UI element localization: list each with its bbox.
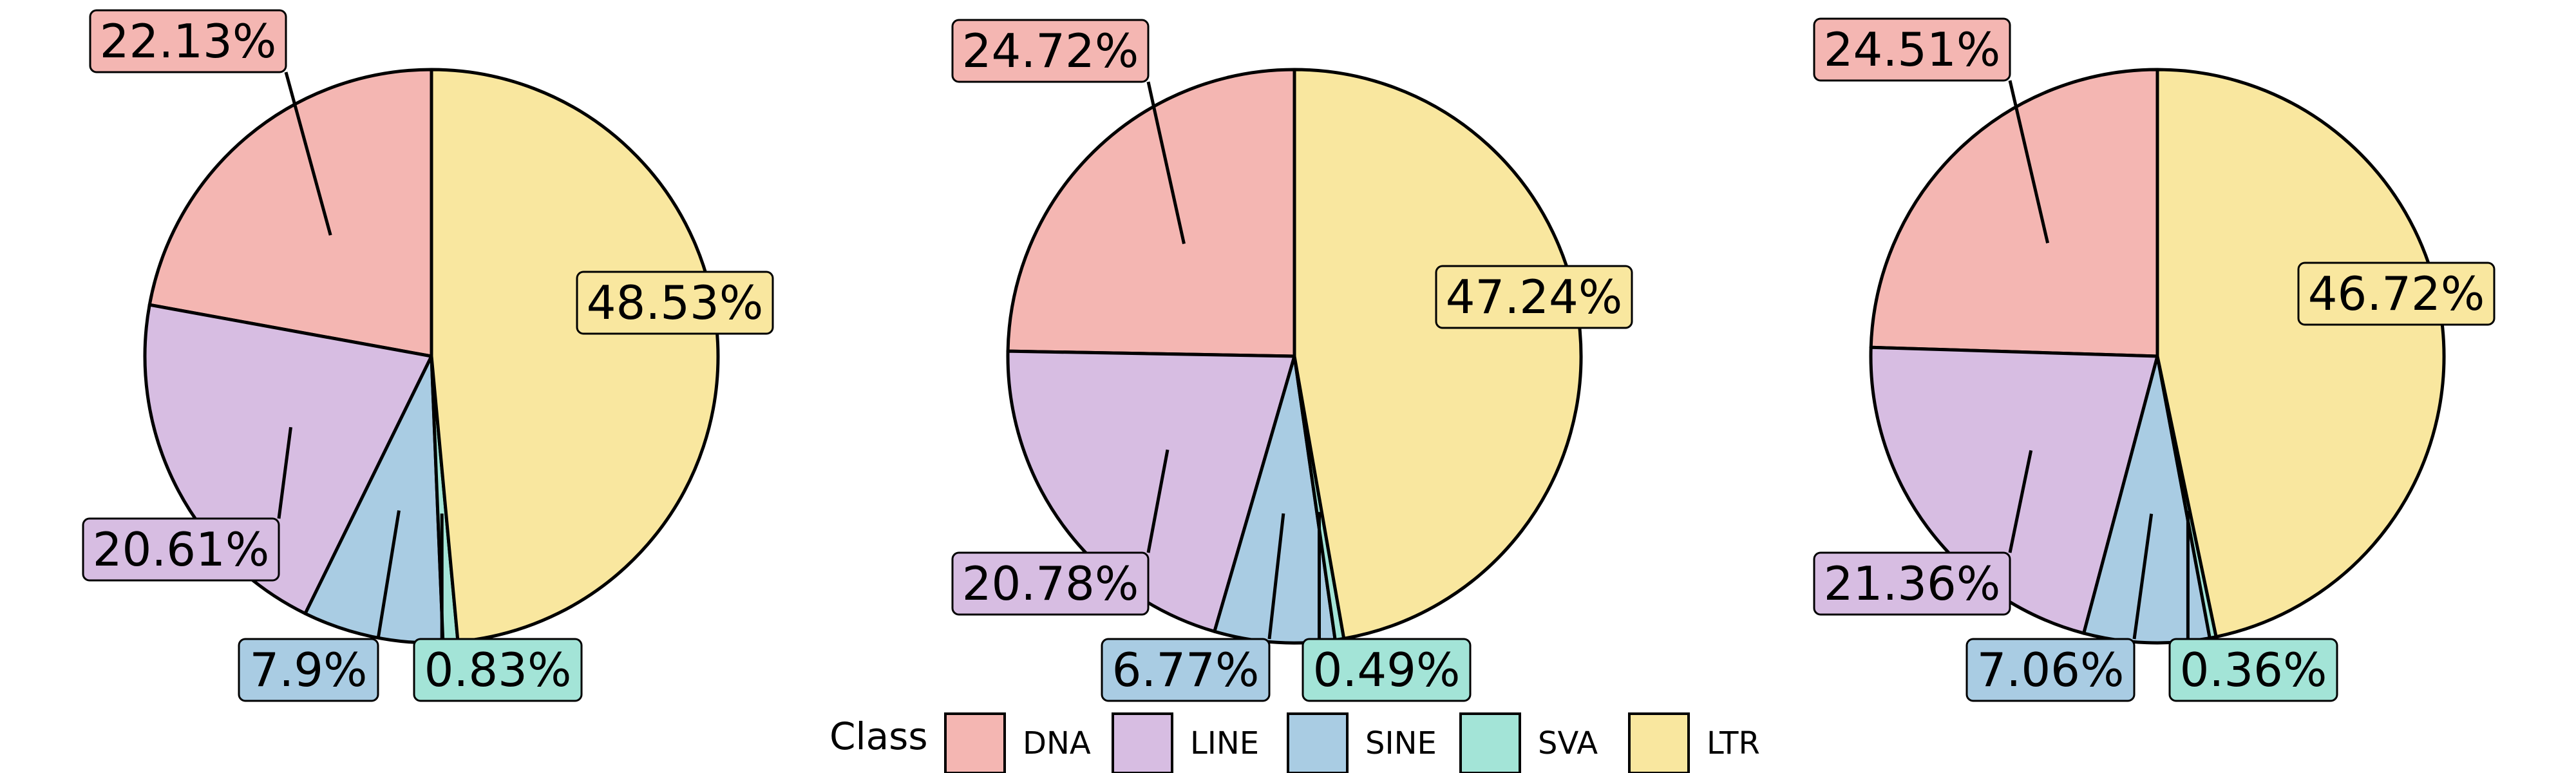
percent-label-line: 20.78% bbox=[962, 557, 1139, 611]
label-box-ltr bbox=[2297, 262, 2496, 326]
legend-label-sva: SVA bbox=[1538, 725, 1598, 761]
legend-swatch-sva bbox=[1459, 712, 1521, 773]
label-box-dna bbox=[951, 19, 1150, 83]
percent-label-sine: 6.77% bbox=[1112, 643, 1260, 697]
percent-label-sine: 7.06% bbox=[1977, 643, 2125, 697]
leader-line-sine bbox=[1267, 513, 1285, 640]
pie-slice-ltr bbox=[1293, 68, 1583, 640]
leader-line-sine bbox=[2132, 513, 2154, 640]
percent-label-dna: 24.51% bbox=[1824, 23, 2001, 77]
pie-slice-line bbox=[1869, 345, 2159, 635]
pie-labels: 24.72% 20.78% 6.77% 0.49% 47.24% bbox=[951, 19, 1633, 702]
legend-swatch-dna bbox=[944, 712, 1006, 773]
pie-labels: 24.51% 21.36% 7.06% 0.36% 46.72% bbox=[1813, 17, 2496, 702]
label-box-sine bbox=[238, 638, 379, 702]
pie-labels: 22.13% 20.61% 7.9% 0.83% 48.53% bbox=[82, 9, 774, 702]
pie-slice-dna bbox=[1869, 68, 2159, 358]
legend-swatch-line bbox=[1112, 712, 1173, 773]
pie-slice-ltr bbox=[430, 68, 720, 644]
percent-label-ltr: 47.24% bbox=[1446, 270, 1623, 324]
percent-label-sva: 0.49% bbox=[1313, 643, 1461, 697]
leader-line-dna bbox=[2008, 80, 2050, 243]
legend-label-dna: DNA bbox=[1023, 725, 1091, 761]
percent-label-dna: 22.13% bbox=[100, 14, 277, 68]
percent-label-ltr: 46.72% bbox=[2308, 267, 2485, 321]
label-box-sva bbox=[413, 638, 583, 702]
label-box-ltr bbox=[576, 271, 774, 335]
leader-line-line bbox=[1146, 449, 1170, 553]
label-box-sine bbox=[1101, 638, 1271, 702]
leader-line-dna bbox=[284, 72, 332, 236]
percent-label-sva: 0.83% bbox=[424, 643, 572, 697]
label-box-line bbox=[1813, 551, 2011, 616]
pie-chart-1: 22.13% 20.61% 7.9% 0.83% 48.53% bbox=[82, 9, 774, 702]
legend-swatch-ltr bbox=[1628, 712, 1690, 773]
label-box-sva bbox=[2168, 638, 2338, 702]
label-box-dna bbox=[89, 9, 287, 73]
leader-line-line bbox=[277, 426, 292, 519]
leader-line-sine bbox=[376, 510, 401, 640]
pie-slice-ltr bbox=[2155, 68, 2446, 639]
legend-title: Class bbox=[829, 714, 928, 758]
percent-label-line: 21.36% bbox=[1824, 557, 2001, 611]
label-box-line bbox=[951, 551, 1150, 616]
pie-slice-dna bbox=[1006, 68, 1296, 358]
percent-label-dna: 24.72% bbox=[962, 24, 1139, 78]
legend-label-line: LINE bbox=[1190, 725, 1259, 761]
pie-slice-dna bbox=[147, 68, 433, 358]
pie-chart-2: 24.72% 20.78% 6.77% 0.49% 47.24% bbox=[951, 19, 1633, 702]
label-box-sva bbox=[1302, 638, 1472, 702]
percent-label-ltr: 48.53% bbox=[587, 276, 764, 330]
pie-chart-3: 24.51% 21.36% 7.06% 0.36% 46.72% bbox=[1813, 17, 2496, 702]
percent-label-sva: 0.36% bbox=[2180, 643, 2327, 697]
label-box-ltr bbox=[1435, 265, 1633, 329]
legend: Class DNA LINE SINE SVA LTR bbox=[829, 712, 1760, 773]
legend-label-sine: SINE bbox=[1365, 725, 1437, 761]
percent-label-sine: 7.9% bbox=[250, 643, 368, 697]
pie-slices bbox=[1869, 68, 2446, 645]
leader-line-line bbox=[2008, 450, 2033, 553]
label-box-dna bbox=[1813, 17, 2011, 82]
legend-label-ltr: LTR bbox=[1707, 725, 1760, 761]
legend-swatch-sine bbox=[1287, 712, 1349, 773]
pie-slice-line bbox=[1006, 349, 1296, 633]
label-box-sine bbox=[1965, 638, 2136, 702]
percent-label-line: 20.61% bbox=[93, 522, 270, 577]
label-box-line bbox=[82, 517, 280, 582]
pie-slices bbox=[1006, 68, 1583, 645]
leader-line-dna bbox=[1146, 81, 1186, 244]
